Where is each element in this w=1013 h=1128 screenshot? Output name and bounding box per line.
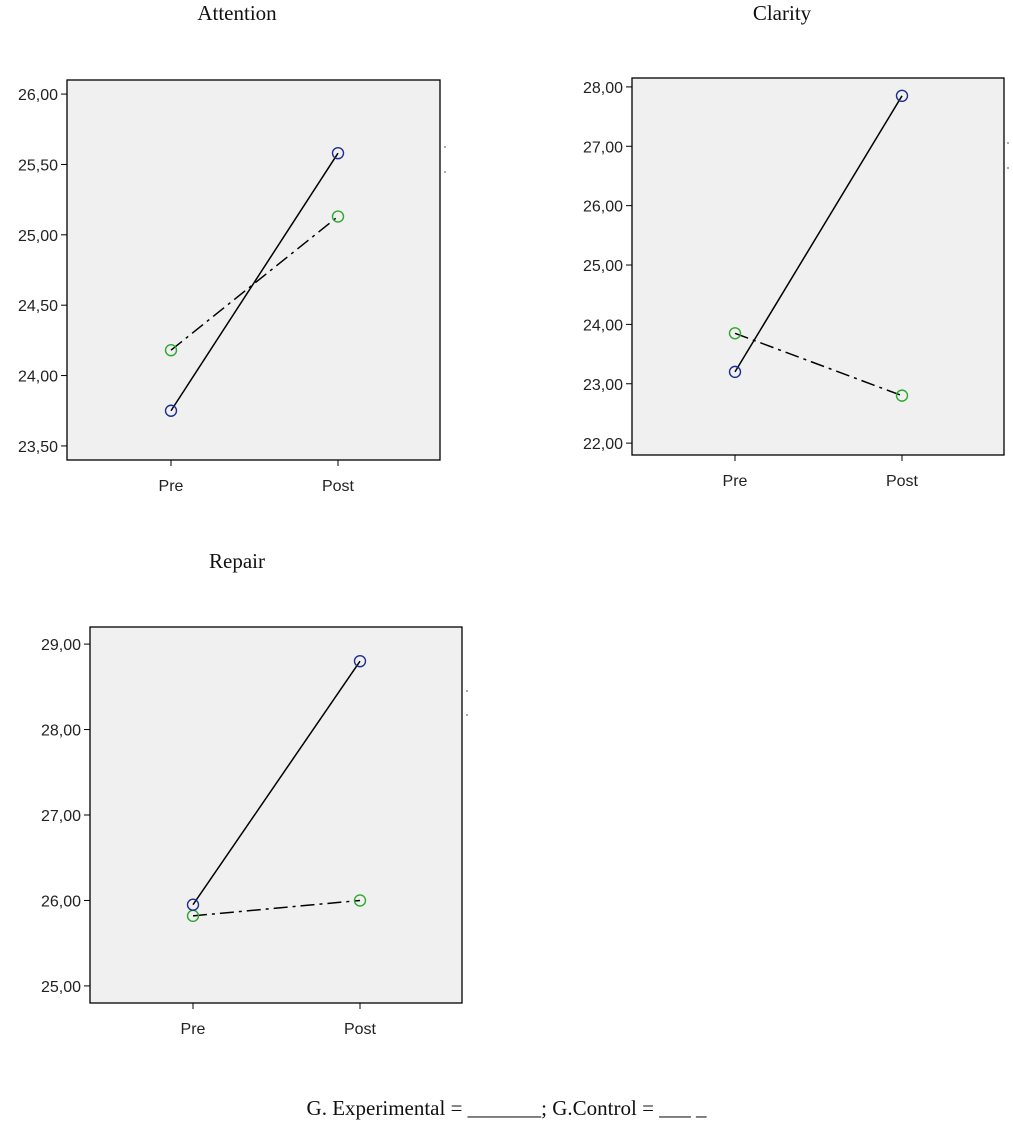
x-tick-label: Pre	[723, 473, 748, 490]
y-tick-label: 25,00	[18, 228, 58, 245]
y-tick-label: 22,00	[583, 436, 623, 453]
plot-area	[66, 79, 441, 461]
plot-area	[631, 77, 1005, 456]
series-line	[192, 899, 361, 917]
chart-title: Repair	[209, 549, 265, 573]
x-tick-label: Post	[344, 1021, 377, 1038]
y-tick-label: 26,00	[18, 87, 58, 104]
data-point-marker	[353, 894, 367, 907]
x-tick-label: Pre	[181, 1021, 206, 1038]
data-point-marker	[728, 327, 742, 340]
x-tick-label: Post	[886, 473, 919, 490]
plot-area	[89, 626, 463, 1004]
chart-title: Clarity	[753, 1, 812, 25]
data-point-marker	[353, 654, 367, 668]
y-tick-label: 23,50	[18, 439, 58, 456]
data-point-marker	[186, 898, 200, 911]
y-tick-label: 28,00	[583, 80, 623, 97]
data-point-marker	[331, 146, 345, 160]
y-tick-label: 23,00	[583, 377, 623, 394]
chart-panels: Attention 23,50 24,00 24,50 25,00 25,50 26,00 P…	[18, 1, 1009, 1038]
series-line	[734, 95, 903, 373]
chart-panel-repair: Repair 25,00 26,00 27,00 28,00 29,00 Pre Post	[41, 549, 468, 1038]
y-tick-label: 27,00	[41, 808, 81, 825]
y-tick-label: 25,50	[18, 157, 58, 174]
y-tick-label: 25,00	[41, 979, 81, 996]
data-point-marker	[164, 404, 178, 417]
series-line	[170, 215, 339, 351]
y-tick-label: 24,00	[583, 317, 623, 334]
y-tick-label: 24,00	[18, 369, 58, 386]
series-line	[192, 660, 361, 906]
y-tick-label: 27,00	[583, 139, 623, 156]
chart-panel-attention: Attention 23,50 24,00 24,50 25,00 25,50 26,00 P…	[18, 1, 446, 495]
series-line	[170, 152, 339, 412]
data-point-marker	[331, 210, 345, 223]
y-tick-label: 29,00	[41, 637, 81, 654]
data-point-marker	[728, 365, 742, 379]
chart-title: Attention	[197, 1, 277, 25]
y-tick-label: 25,00	[583, 258, 623, 275]
legend-caption: G. Experimental = _______; G.Control = _…	[306, 1096, 707, 1120]
data-point-marker	[895, 389, 909, 402]
y-tick-label: 26,00	[583, 199, 623, 216]
series-line	[734, 332, 903, 397]
y-tick-label: 26,00	[41, 893, 81, 910]
y-tick-label: 28,00	[41, 723, 81, 740]
y-tick-label: 24,50	[18, 298, 58, 315]
x-tick-label: Post	[322, 478, 355, 495]
chart-panel-clarity: Clarity 22,00 23,00 24,00 25,00 26,00 27,00 28,…	[583, 1, 1009, 490]
data-point-marker	[895, 89, 909, 103]
x-tick-label: Pre	[159, 478, 184, 495]
data-point-marker	[164, 344, 178, 357]
